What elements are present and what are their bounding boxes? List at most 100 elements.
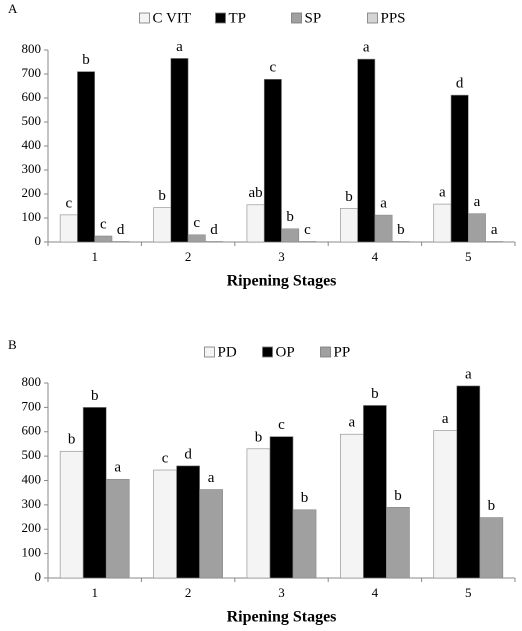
- bar: [450, 94, 469, 243]
- bar: [105, 478, 130, 579]
- significance-letter: b: [488, 498, 496, 514]
- bar: [170, 58, 189, 243]
- bar: [246, 448, 271, 579]
- significance-letter: a: [439, 185, 446, 201]
- bar: [153, 207, 172, 243]
- legend-label: PP: [334, 344, 351, 360]
- bar: [467, 213, 486, 243]
- bar: [82, 407, 107, 579]
- significance-letter: b: [397, 222, 405, 238]
- x-tick-label: 2: [185, 249, 192, 264]
- significance-letter: a: [465, 366, 472, 382]
- x-tick-label: 1: [91, 249, 98, 264]
- y-tick-label: 300: [22, 161, 42, 176]
- x-tick-label: 3: [278, 585, 285, 600]
- x-axis-title: Ripening Stages: [227, 273, 337, 290]
- bar: [153, 469, 177, 579]
- significance-letter: c: [65, 195, 72, 211]
- y-tick-label: 0: [35, 569, 42, 584]
- bar: [386, 507, 410, 579]
- significance-letter: a: [349, 415, 356, 431]
- panel-label: A: [8, 1, 18, 16]
- bar: [246, 204, 265, 243]
- legend-swatch: [215, 12, 226, 24]
- bar: [94, 235, 113, 243]
- legend-label: C VIT: [153, 10, 191, 26]
- bar: [456, 385, 481, 579]
- legend-swatch: [204, 346, 215, 358]
- significance-letter: b: [82, 52, 90, 68]
- legend-swatch: [320, 346, 331, 358]
- significance-letter: d: [117, 222, 125, 238]
- y-tick-label: 400: [22, 137, 42, 152]
- x-tick-label: 3: [278, 249, 285, 264]
- y-tick-label: 100: [22, 545, 42, 560]
- x-tick-label: 4: [372, 249, 379, 264]
- significance-letter: b: [68, 432, 76, 448]
- bar: [391, 241, 410, 243]
- y-tick-label: 600: [22, 89, 42, 104]
- bar: [292, 509, 317, 579]
- significance-letter: a: [491, 222, 498, 238]
- x-tick-label: 1: [91, 585, 98, 600]
- legend-label: TP: [229, 10, 247, 26]
- significance-letter: b: [91, 388, 99, 404]
- significance-letter: a: [474, 194, 481, 210]
- y-tick-label: 500: [22, 447, 42, 462]
- y-tick-label: 600: [22, 423, 42, 438]
- bar: [433, 203, 452, 243]
- bar: [111, 241, 130, 243]
- legend-label: PD: [218, 344, 237, 360]
- significance-letter: d: [184, 446, 192, 462]
- significance-letter: ab: [248, 185, 262, 201]
- y-tick-label: 500: [22, 113, 42, 128]
- bar: [340, 433, 364, 579]
- significance-letter: b: [286, 209, 294, 225]
- legend-label: PPS: [381, 10, 406, 26]
- bar: [176, 465, 200, 579]
- significance-letter: a: [363, 40, 370, 56]
- bar: [298, 241, 317, 243]
- x-axis-title: Ripening Stages: [227, 609, 337, 626]
- significance-letter: c: [304, 222, 311, 238]
- bar: [281, 228, 300, 243]
- bar: [374, 214, 393, 243]
- significance-letter: a: [380, 196, 387, 212]
- significance-letter: b: [394, 488, 402, 504]
- significance-letter: c: [278, 417, 285, 433]
- significance-letter: c: [193, 215, 200, 231]
- y-tick-label: 200: [22, 520, 42, 535]
- bar: [269, 436, 294, 579]
- significance-letter: a: [442, 411, 449, 427]
- y-tick-label: 700: [22, 398, 42, 413]
- significance-letter: b: [301, 490, 309, 506]
- bar: [263, 78, 282, 243]
- legend-swatch: [262, 346, 273, 358]
- significance-letter: a: [114, 460, 121, 476]
- x-tick-label: 5: [465, 249, 472, 264]
- significance-letter: a: [208, 470, 215, 486]
- significance-letter: b: [371, 386, 379, 402]
- y-tick-label: 300: [22, 496, 42, 511]
- bar: [205, 241, 223, 243]
- y-tick-label: 700: [22, 65, 42, 80]
- significance-letter: b: [345, 189, 353, 205]
- x-tick-label: 2: [185, 585, 192, 600]
- bar: [485, 241, 504, 243]
- y-tick-label: 400: [22, 471, 42, 486]
- significance-letter: b: [255, 429, 263, 445]
- significance-letter: d: [456, 76, 464, 92]
- y-tick-label: 800: [22, 41, 42, 56]
- significance-letter: c: [270, 60, 277, 76]
- bar: [59, 214, 78, 243]
- y-tick-label: 200: [22, 185, 42, 200]
- bar: [479, 517, 504, 579]
- significance-letter: c: [162, 450, 169, 466]
- significance-letter: b: [158, 188, 166, 204]
- bar: [357, 58, 376, 243]
- bar: [433, 430, 458, 579]
- x-tick-label: 4: [372, 585, 379, 600]
- significance-letter: a: [176, 39, 183, 55]
- legend-swatch: [367, 12, 378, 24]
